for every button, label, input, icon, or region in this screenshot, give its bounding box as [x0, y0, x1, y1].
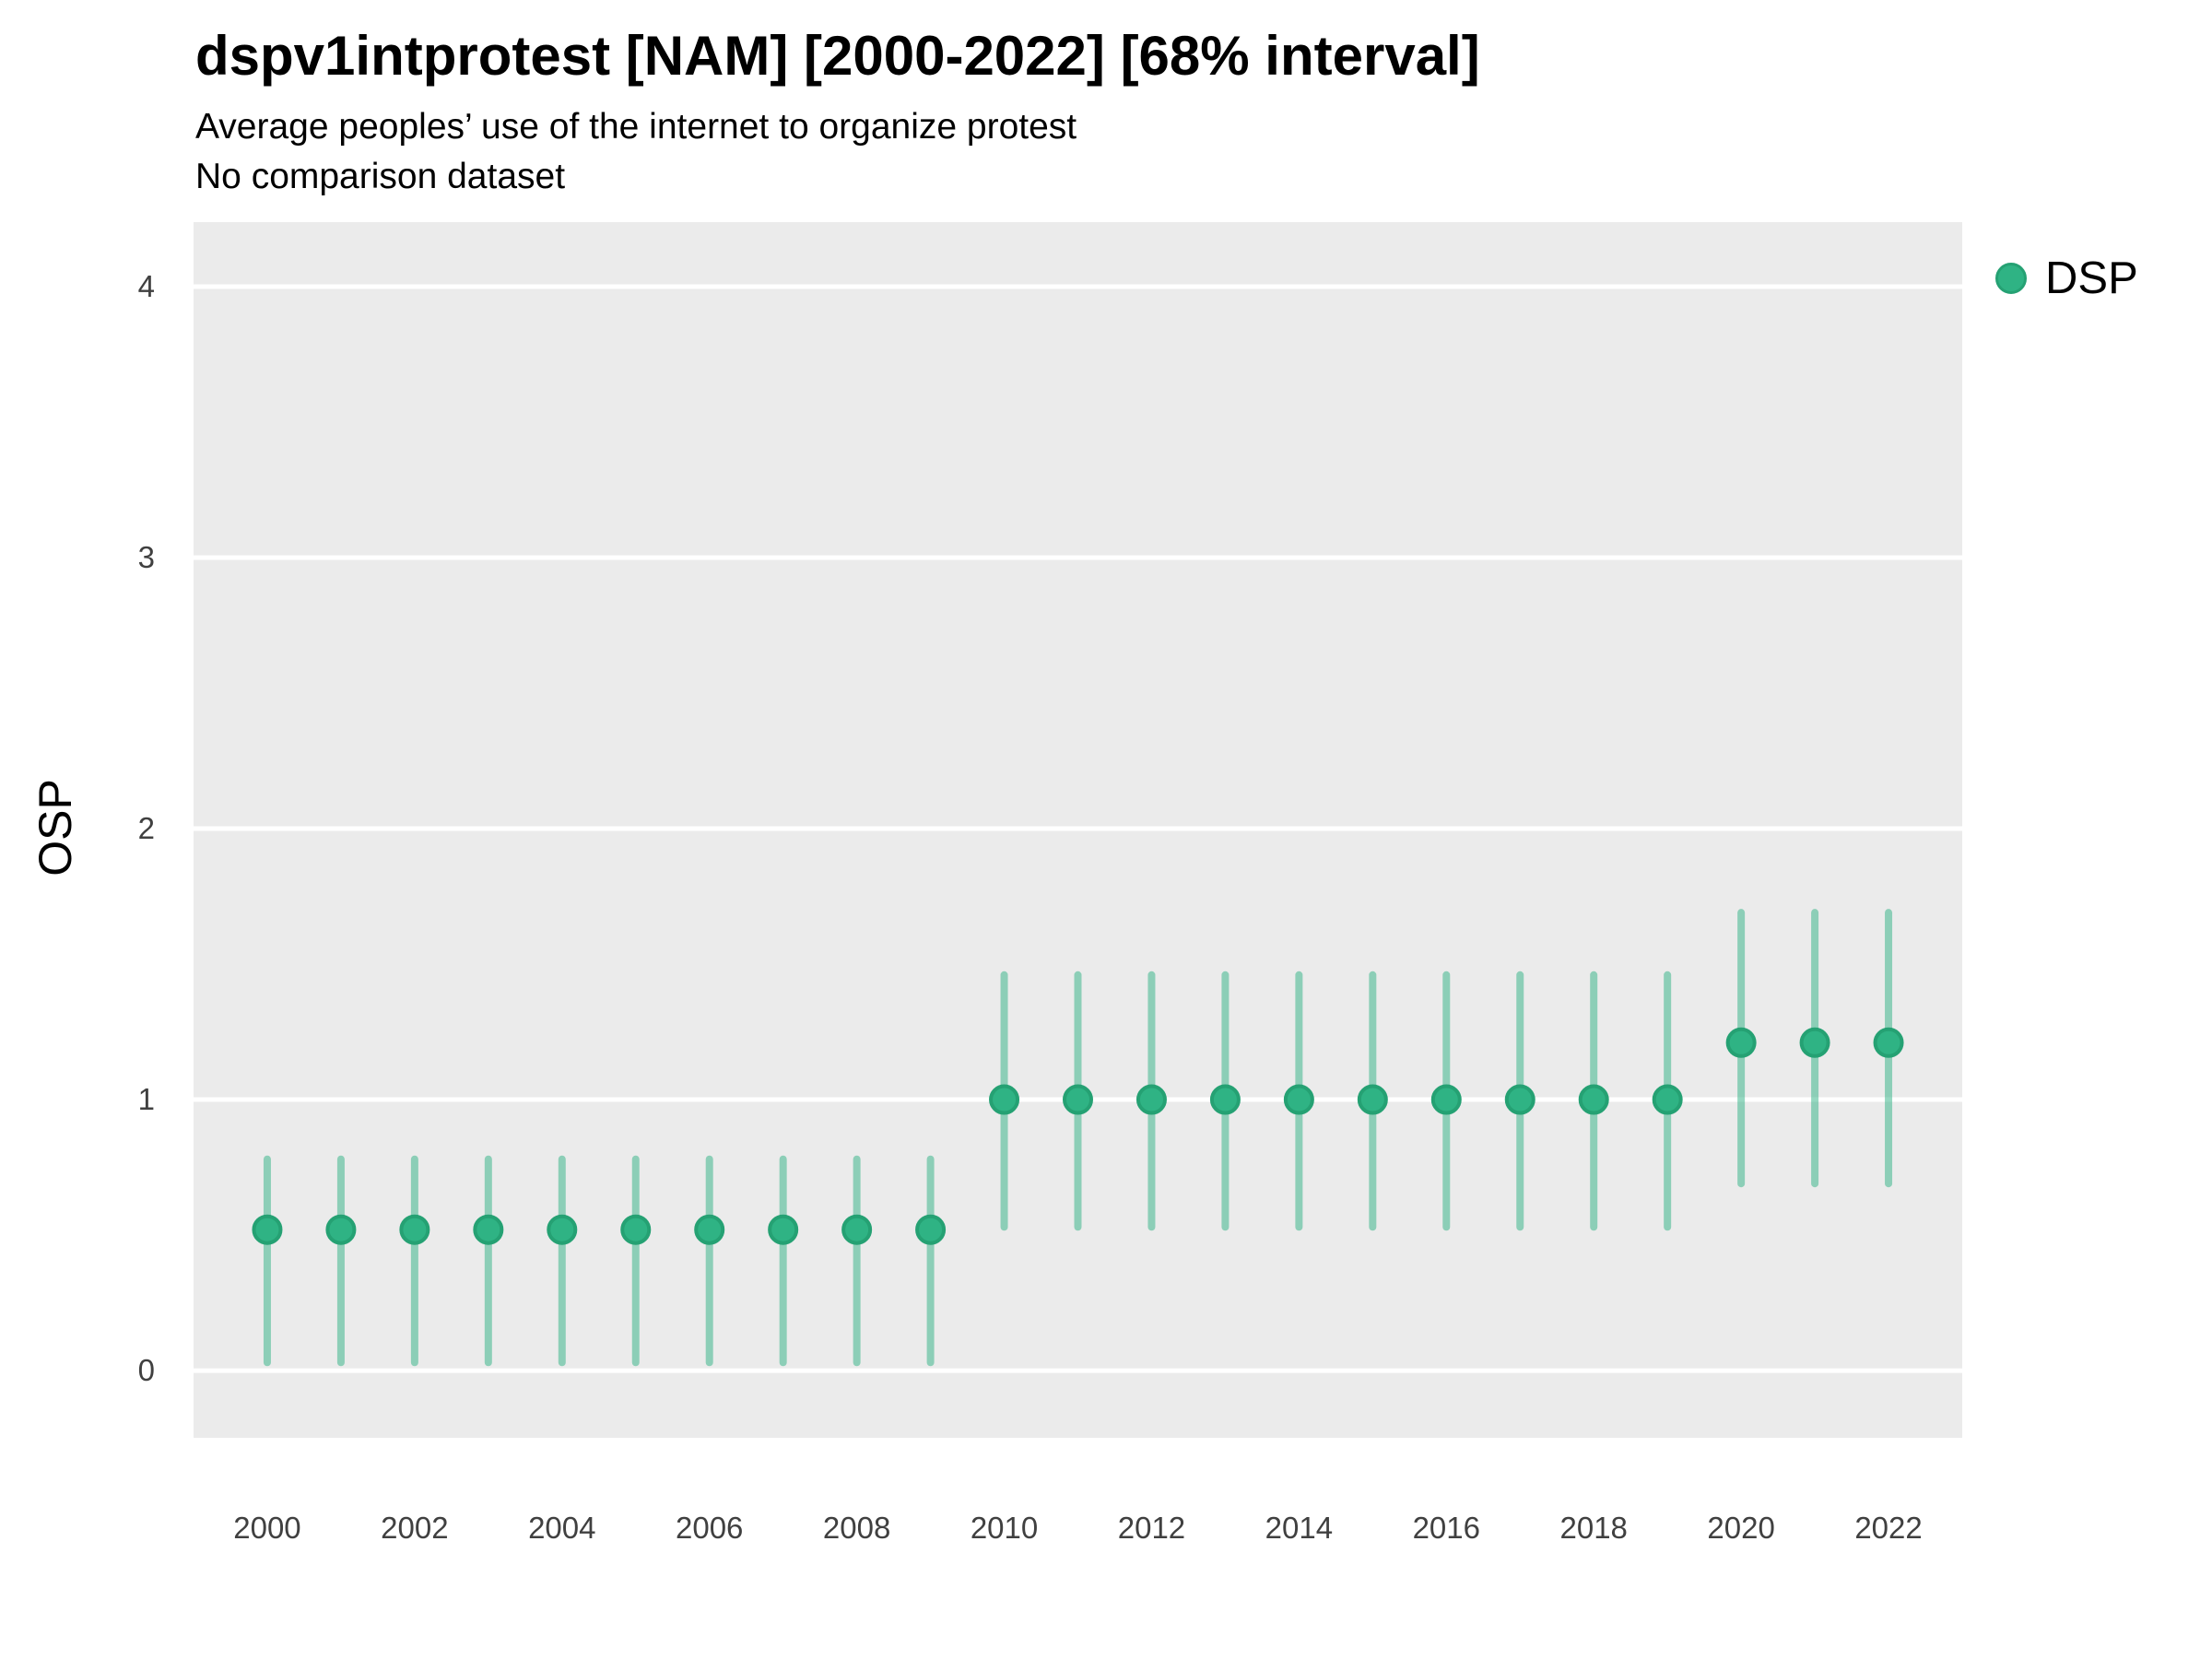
plot-canvas [194, 284, 1962, 1373]
data-point-2018 [1578, 1084, 1609, 1115]
data-point-2008 [841, 1214, 873, 1245]
y-tick-label-2: 2 [137, 811, 155, 846]
x-tick-label-2004: 2004 [528, 1511, 596, 1545]
x-tick-label-2016: 2016 [1412, 1511, 1480, 1545]
x-tick-label-2014: 2014 [1265, 1511, 1334, 1545]
x-tick-label-2022: 2022 [1854, 1511, 1923, 1545]
data-point-2021 [1799, 1027, 1830, 1058]
data-point-2014 [1283, 1084, 1314, 1115]
chart-title: dspv1intprotest [NAM] [2000-2022] [68% i… [195, 25, 1480, 87]
y-tick-label-1: 1 [137, 1082, 155, 1117]
data-point-2004 [547, 1214, 578, 1245]
data-point-2012 [1135, 1084, 1167, 1115]
x-tick-label-2020: 2020 [1707, 1511, 1775, 1545]
y-axis-title: OSP [29, 779, 81, 877]
chart-subtitle-note: No comparison dataset [195, 157, 566, 196]
y-tick-label-0: 0 [137, 1353, 155, 1388]
data-point-2001 [325, 1214, 357, 1245]
data-point-2013 [1209, 1084, 1241, 1115]
data-point-2010 [989, 1084, 1020, 1115]
data-point-2009 [915, 1214, 947, 1245]
legend-label: DSP [2045, 253, 2138, 303]
legend: DSP [1994, 253, 2138, 304]
x-tick-label-2002: 2002 [381, 1511, 449, 1545]
data-point-2002 [399, 1214, 430, 1245]
plot-panel [194, 222, 1962, 1438]
data-point-2016 [1430, 1084, 1462, 1115]
x-tick-label-2000: 2000 [233, 1511, 301, 1545]
y-tick-label-3: 3 [137, 540, 155, 574]
data-point-2015 [1357, 1084, 1388, 1115]
data-point-2005 [620, 1214, 652, 1245]
chart-subtitle: Average peoples’ use of the internet to … [195, 107, 1077, 147]
x-tick-label-2010: 2010 [970, 1511, 1039, 1545]
data-point-2006 [694, 1214, 725, 1245]
legend-dot-icon [1995, 263, 2027, 294]
x-tick-label-2008: 2008 [822, 1511, 891, 1545]
data-point-2007 [768, 1214, 799, 1245]
data-point-2017 [1504, 1084, 1535, 1115]
data-point-2011 [1063, 1084, 1093, 1115]
y-tick-label-4: 4 [137, 268, 155, 303]
x-tick-label-2006: 2006 [675, 1511, 744, 1545]
data-point-2020 [1725, 1027, 1757, 1058]
data-point-2000 [252, 1214, 283, 1245]
x-tick-label-2012: 2012 [1117, 1511, 1186, 1545]
data-point-2019 [1652, 1084, 1683, 1115]
data-point-2022 [1873, 1027, 1904, 1058]
data-point-2003 [473, 1214, 504, 1245]
x-tick-label-2018: 2018 [1559, 1511, 1628, 1545]
